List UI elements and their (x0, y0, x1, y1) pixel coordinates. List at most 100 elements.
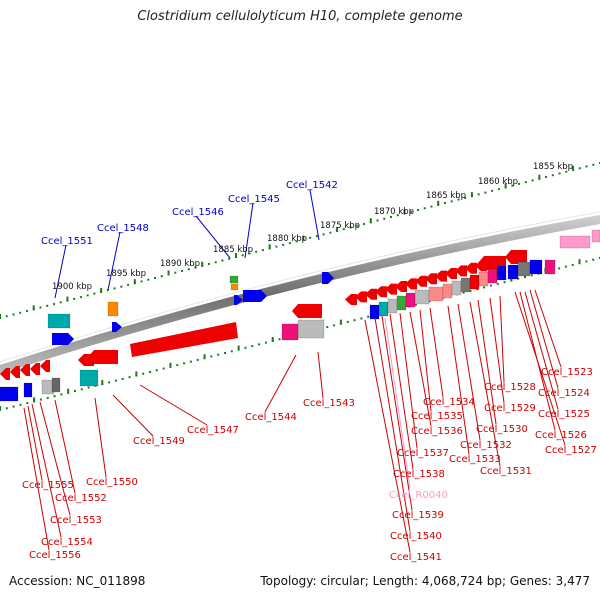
gene-label[interactable]: Ccel_1528 (484, 382, 536, 393)
gene-arrow[interactable] (385, 283, 397, 295)
gene-arrow[interactable] (465, 262, 477, 274)
gene-feature[interactable] (451, 280, 462, 296)
gene-arrow[interactable] (234, 295, 243, 305)
gene-label[interactable]: Ccel_1539 (392, 510, 444, 521)
gene-arrow[interactable] (405, 278, 417, 290)
gene-feature[interactable] (428, 286, 444, 302)
gene-label[interactable]: Ccel_1526 (535, 430, 587, 441)
gene-label[interactable]: Ccel_1547 (187, 425, 239, 436)
gene-arrow[interactable] (112, 322, 122, 332)
gene-feature[interactable] (414, 289, 430, 305)
gene-label[interactable]: Ccel_1536 (411, 426, 463, 437)
gene-arrow[interactable] (375, 286, 387, 298)
label-leader (107, 231, 121, 291)
gene-arrow[interactable] (40, 360, 50, 372)
gene-label[interactable]: Ccel_1556 (29, 550, 81, 561)
gene-arrow[interactable] (505, 250, 527, 264)
gene-arrow[interactable] (52, 333, 74, 345)
gene-label[interactable]: Ccel_1552 (55, 493, 107, 504)
gene-label[interactable]: Ccel_1541 (390, 552, 442, 563)
gene-arrow[interactable] (30, 363, 40, 375)
gene-arrow[interactable] (20, 364, 30, 376)
label-leader (54, 399, 76, 494)
gene-feature[interactable] (369, 304, 380, 320)
gene-feature[interactable] (544, 259, 556, 275)
gene-arrow[interactable] (345, 294, 357, 305)
gene-label[interactable]: Ccel_1530 (476, 424, 528, 435)
gene-feature[interactable] (47, 313, 71, 329)
gene-feature[interactable] (496, 265, 507, 281)
label-leader (399, 312, 418, 449)
gene-label[interactable]: Ccel_1537 (397, 448, 449, 459)
gene-label[interactable]: Ccel_1540 (390, 531, 442, 542)
gene-label[interactable]: Ccel_1529 (484, 403, 536, 414)
gene-arrow[interactable] (395, 281, 407, 292)
gene-label[interactable]: Ccel_1527 (545, 445, 597, 456)
gene-arrow[interactable] (10, 366, 20, 378)
gene-feature[interactable] (229, 275, 239, 284)
gene-label[interactable]: Ccel_1546 (172, 207, 224, 218)
gene-arrow[interactable] (88, 350, 118, 364)
gene-label[interactable]: Ccel_1550 (86, 477, 138, 488)
gene-feature[interactable] (442, 283, 453, 299)
gene-arrow[interactable] (365, 288, 377, 300)
gene-feature[interactable] (230, 283, 239, 291)
gene-label[interactable]: Ccel_1538 (393, 469, 445, 480)
gene-label[interactable]: Ccel_1548 (97, 223, 149, 234)
gene-feature[interactable] (107, 301, 119, 317)
gene-label[interactable]: Ccel_1523 (541, 367, 593, 378)
gene-arrow[interactable] (435, 270, 447, 282)
gene-arrow[interactable] (415, 275, 427, 287)
gene-label[interactable]: Ccel_1551 (41, 236, 93, 247)
gene-feature[interactable] (297, 319, 325, 339)
gene-label[interactable]: Ccel_1554 (41, 537, 93, 548)
gene-label[interactable]: Ccel_1531 (480, 466, 532, 477)
gene-feature[interactable] (487, 268, 498, 284)
gene-label[interactable]: Ccel_1543 (303, 398, 355, 409)
gene-arrow[interactable] (322, 272, 334, 284)
gene-label[interactable]: Ccel_1534 (423, 397, 475, 408)
gene-feature[interactable] (281, 323, 299, 341)
gene-label[interactable]: Ccel_1542 (286, 180, 338, 191)
gene-label[interactable]: Ccel_1544 (245, 412, 297, 423)
gene-arrow[interactable] (425, 273, 437, 285)
gene-arrow[interactable] (0, 368, 10, 380)
gene-feature[interactable] (591, 229, 600, 243)
gene-label[interactable]: Ccel_1545 (228, 194, 280, 205)
gene-label[interactable]: Ccel_1532 (460, 440, 512, 451)
gene-label[interactable]: Ccel_R0040 (389, 490, 448, 501)
gene-label[interactable]: Ccel_1549 (133, 436, 185, 447)
gene-feature[interactable] (460, 277, 471, 293)
gene-feature[interactable] (378, 301, 389, 317)
gene-feature[interactable] (0, 386, 19, 402)
gene-arrow[interactable] (78, 354, 94, 366)
gene-arrow[interactable] (243, 290, 267, 302)
gene-label[interactable]: Ccel_1533 (449, 454, 501, 465)
gene-feature[interactable] (469, 274, 480, 290)
gene-feature[interactable] (387, 298, 398, 314)
gene-arrow[interactable] (455, 265, 467, 277)
gene-arrow[interactable] (355, 291, 367, 303)
gene-label[interactable]: Ccel_1524 (538, 388, 590, 399)
gene-arrow[interactable] (130, 322, 238, 357)
gene-label[interactable]: Ccel_1535 (411, 411, 463, 422)
gene-label[interactable]: Ccel_1555 (22, 480, 74, 491)
label-leader (469, 301, 501, 467)
gene-arrow[interactable] (292, 304, 322, 318)
gene-feature[interactable] (405, 292, 416, 308)
gene-feature[interactable] (396, 295, 407, 311)
gene-feature[interactable] (79, 369, 99, 387)
label-leader (244, 202, 254, 259)
gene-label[interactable]: Ccel_1525 (538, 409, 590, 420)
gene-feature[interactable] (23, 382, 33, 398)
label-leader (447, 305, 470, 455)
gene-feature[interactable] (559, 235, 591, 249)
gene-feature[interactable] (478, 271, 489, 287)
gene-feature[interactable] (51, 377, 61, 393)
gene-label[interactable]: Ccel_1553 (50, 515, 102, 526)
gene-arrow[interactable] (445, 268, 457, 279)
gene-feature[interactable] (507, 264, 519, 280)
gene-feature[interactable] (517, 261, 531, 277)
gene-feature[interactable] (529, 259, 543, 275)
